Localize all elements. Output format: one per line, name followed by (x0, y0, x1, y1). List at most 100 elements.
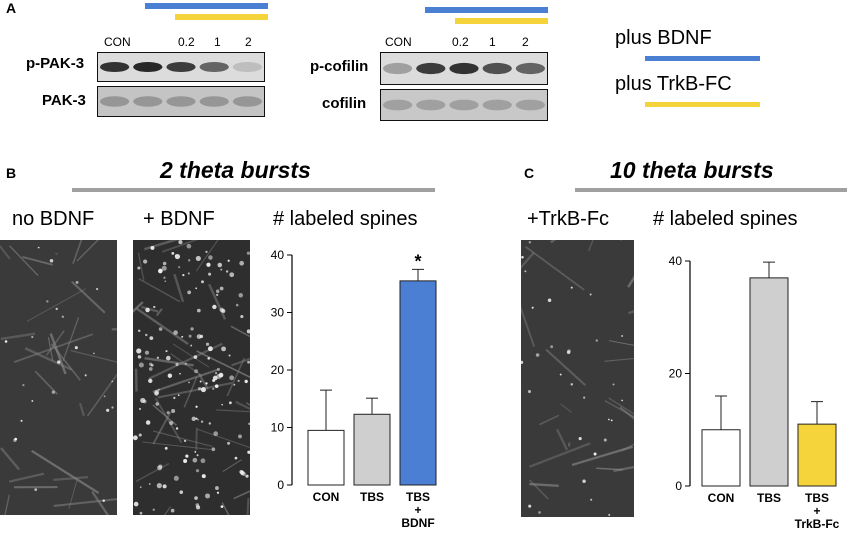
dendrite-line (71, 280, 106, 314)
spine-dot (95, 287, 99, 291)
dendrite-line (34, 370, 59, 395)
dendrite-line (619, 406, 634, 420)
dendrite-line (608, 340, 634, 346)
pak3-band (199, 96, 229, 107)
spine-dot (570, 286, 573, 289)
blot-label-p-cofilin: p-cofilin (310, 58, 369, 75)
dendrite-line (157, 381, 233, 399)
image-label-plus-bdnf: + BDNF (143, 208, 215, 230)
right-lane-02: 0.2 (452, 35, 469, 49)
dendrite-line (628, 310, 634, 315)
bar (749, 277, 789, 487)
spine-dot (220, 505, 224, 509)
legend-trkb-label: plus TrkB-FC (615, 73, 732, 95)
blot-label-cofilin: cofilin (322, 95, 367, 112)
category-label: TBS (406, 490, 430, 504)
blot-strip-p-cofilin (380, 52, 548, 85)
spine-dot (247, 450, 250, 454)
dendrite-line (53, 476, 88, 481)
spine-dot (238, 434, 242, 439)
spine-dot (154, 389, 160, 395)
y-tick-label: 30 (271, 306, 285, 320)
right-lane-1: 1 (489, 35, 496, 49)
spine-dot (164, 446, 168, 450)
dendrite-line (155, 308, 163, 317)
dendrite-line (8, 472, 45, 483)
micrograph-plus-bdnf (133, 240, 250, 515)
dendrite-line (560, 403, 572, 413)
category-label: + (813, 504, 820, 518)
dendrite-line (588, 240, 594, 252)
y-tick-label: 0 (277, 478, 284, 492)
panel-b-letter: B (6, 165, 17, 181)
spine-dot (197, 387, 202, 391)
spine-dot (164, 280, 167, 283)
spine-dot (227, 441, 231, 445)
spine-dot (590, 498, 593, 501)
dendrite-line (222, 459, 242, 473)
spine-dot (155, 402, 159, 406)
pak3-band (166, 96, 196, 107)
spine-dot (173, 475, 179, 481)
panel-b-title-underline (72, 188, 435, 192)
right-blot-bdnf-bar (425, 7, 548, 13)
spine-dot (184, 362, 187, 365)
spine-dot (229, 375, 235, 381)
spine-dot (237, 379, 240, 382)
dendrite-line (152, 368, 219, 393)
micrograph-trkb-fc (521, 240, 634, 517)
spine-dot (521, 255, 524, 259)
dendrite-line (235, 400, 250, 411)
dendrite-line (49, 333, 67, 375)
spine-dot (235, 303, 239, 307)
category-label: TrkB-Fc (795, 517, 840, 531)
dendrite-line (233, 490, 250, 500)
dendrite-line (567, 442, 571, 447)
dendrite-line (138, 278, 181, 303)
spine-dot (145, 420, 151, 425)
dendrite-line (68, 478, 78, 510)
spine-dot (200, 458, 206, 464)
dendrite-line (0, 244, 11, 260)
pak3-band (232, 96, 263, 107)
spine-dot (163, 276, 166, 279)
spine-dot (205, 382, 208, 385)
bar (307, 429, 345, 486)
spine-dot (139, 486, 142, 488)
dendrite-line (226, 357, 246, 397)
spine-dot (531, 306, 534, 309)
dendrite-line (142, 441, 212, 451)
dendrite-line (221, 502, 230, 515)
dendrite-line (135, 462, 170, 483)
image-label-trkb-fc: +TrkB-Fc (527, 208, 610, 230)
spine-dot (240, 314, 244, 319)
dendrite-line (525, 246, 585, 291)
dendrite-line (246, 497, 250, 515)
spine-dot (535, 353, 540, 357)
spine-dot (57, 360, 61, 364)
spine-dot (559, 373, 562, 376)
dendrite-line (55, 252, 59, 256)
spine-dot (37, 246, 40, 249)
blot-label-pak3: PAK-3 (42, 92, 86, 109)
spine-dot (75, 280, 79, 284)
spine-dot (162, 484, 167, 489)
spine-dot (143, 259, 148, 264)
spine-dot (608, 513, 611, 517)
dendrite-line (135, 307, 189, 346)
spine-dot (188, 334, 192, 338)
p-pak3-band (99, 61, 130, 73)
spine-dot (185, 454, 189, 458)
y-tick-label: 0 (675, 479, 682, 493)
blot-strip-p-pak3 (97, 52, 265, 82)
spine-dot (190, 344, 193, 347)
panel-a-letter: A (6, 0, 17, 16)
spine-dot (171, 251, 175, 255)
spine-dot (84, 374, 87, 377)
dendrite-line (86, 373, 117, 417)
dendrite-line (22, 255, 53, 266)
spine-dot (216, 289, 220, 293)
spine-dot (187, 272, 190, 275)
left-lane-02: 0.2 (178, 35, 195, 49)
spine-dot (162, 261, 167, 266)
